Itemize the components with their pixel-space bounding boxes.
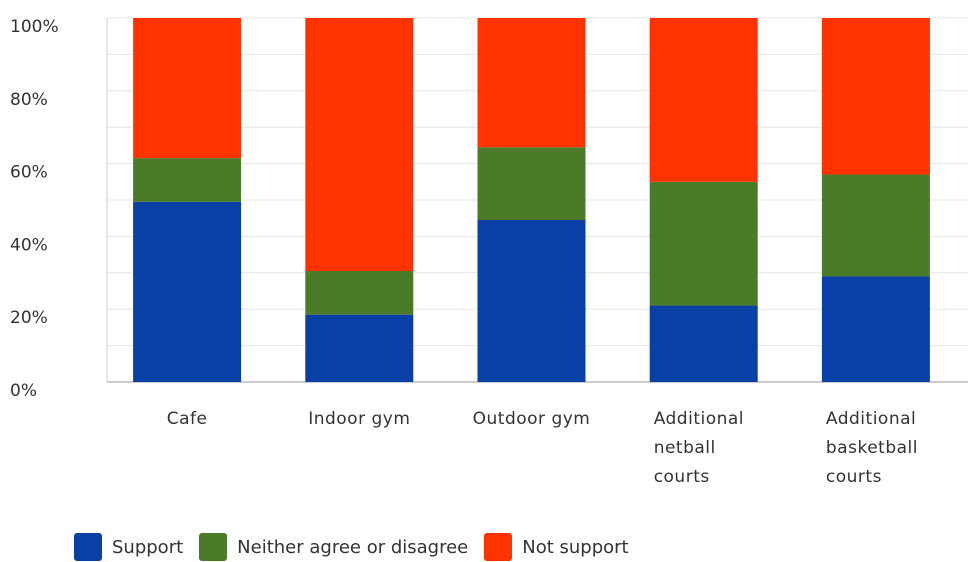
y-tick-label: 60% [10, 163, 48, 183]
bar-segment-not-support [649, 18, 758, 182]
stacked-bar-chart: 0% 20% 40% 60% 80% 100% Cafe Indoor gym Outdoor… [10, 17, 968, 487]
legend-swatch-not-support [484, 533, 513, 561]
x-tick-label: Cafe [167, 409, 208, 429]
bar-segment-support [649, 305, 758, 382]
bar-segment-not-support [477, 18, 586, 148]
legend-label-support: Support [112, 536, 184, 558]
y-tick-label: 0% [10, 381, 37, 401]
x-tick-label: Outdoor gym [473, 409, 591, 429]
x-tick-label: Indoor gym [308, 409, 410, 429]
legend-item-not-support: Not support [484, 533, 629, 561]
x-axis-labels: Cafe Indoor gym Outdoor gym Additional netba… [167, 409, 918, 487]
y-tick-label: 80% [10, 90, 48, 110]
bar-segment-support [305, 314, 414, 382]
x-tick-label: Additional basketball courts [826, 409, 918, 487]
y-axis-ticks: 0% 20% 40% 60% 80% 100% [10, 17, 59, 401]
bar-segment-neither-agree-or-disagree [649, 181, 758, 306]
legend-item-neither: Neither agree or disagree [199, 533, 468, 561]
bar-segment-support [133, 201, 242, 382]
bar-segment-not-support [305, 18, 414, 271]
bar-segment-not-support [133, 18, 242, 159]
bar-segment-neither-agree-or-disagree [133, 158, 242, 202]
bars [133, 18, 930, 382]
y-tick-label: 20% [10, 308, 48, 328]
bar-segment-not-support [821, 18, 930, 175]
legend-label-not-support: Not support [522, 536, 629, 558]
legend-item-support: Support [74, 533, 183, 561]
legend-swatch-support [74, 533, 102, 561]
bar-segment-neither-agree-or-disagree [477, 147, 586, 221]
legend-label-neither: Neither agree or disagree [237, 536, 469, 558]
bar-segment-support [477, 220, 586, 382]
legend-swatch-neither [199, 533, 228, 561]
y-tick-label: 40% [10, 235, 48, 255]
bar-segment-neither-agree-or-disagree [305, 270, 414, 315]
bar-segment-neither-agree-or-disagree [821, 174, 930, 277]
legend: Support Neither agree or disagree Not su… [74, 532, 645, 562]
bar-segment-support [821, 276, 930, 382]
x-tick-label: Additional netball courts [654, 409, 744, 487]
y-tick-label: 100% [10, 17, 59, 37]
